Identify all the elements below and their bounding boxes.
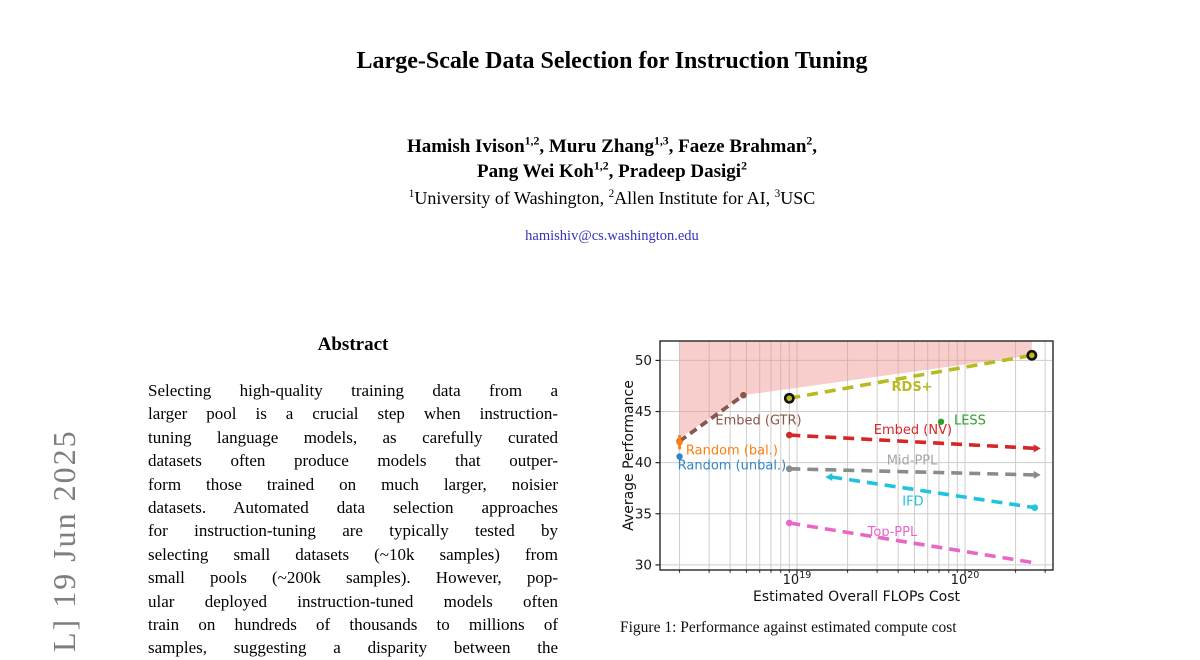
affiliations: 1University of Washington, 2Allen Instit…	[24, 188, 1200, 209]
superscript: 2	[806, 134, 813, 148]
text-segment: Hamish Ivison	[406, 136, 525, 157]
series-label: Random (unbal.)	[678, 459, 787, 474]
y-tick-label: 40	[635, 455, 652, 471]
abstract-line: for instruction-tuning are typically tes…	[148, 521, 558, 541]
figure-1-chart: Embed (GTR) RDS+ Embed (NV) Mid-PPL IFD Top-P…	[621, 340, 1054, 605]
chart-point-random-unbal-: Random (unbal.)	[676, 453, 787, 474]
y-tick-label: 35	[635, 506, 652, 522]
chart-series-mid-ppl: Mid-PPL	[785, 454, 1041, 479]
abstract-text: Selecting high-quality training data fro…	[148, 379, 558, 660]
abstract-heading: Abstract	[317, 334, 389, 355]
text-segment: University of Washington,	[414, 188, 609, 208]
abstract-line: datasets often produce models that outpe…	[148, 451, 558, 471]
abstract-line: selecting small datasets (~10k samples) …	[148, 544, 558, 564]
arxiv-watermark: L] 19 Jun 2025	[46, 429, 82, 652]
superscript: 1,2	[524, 134, 540, 148]
superscript: 2	[608, 188, 615, 200]
abstract-line: train on hundreds of thousands to millio…	[148, 615, 558, 635]
text-segment: ,	[812, 136, 818, 157]
chart-series-top-ppl: Top-PPL	[785, 519, 1036, 565]
abstract-line: small pools (~200k samples). However, po…	[148, 568, 558, 588]
superscript: 3	[774, 188, 781, 200]
chart-series-embed-nv-: Embed (NV)	[785, 423, 1041, 453]
series-label: Embed (NV)	[874, 423, 952, 438]
text-segment: USC	[780, 188, 816, 208]
x-tick-label: 1019	[783, 570, 812, 588]
chart-point-random-bal-: Random (bal.)	[676, 435, 778, 458]
series-label: Mid-PPL	[887, 454, 938, 469]
abstract-line: Selecting high-quality training data fro…	[148, 381, 558, 400]
abstract-line: ular deployed instruction-tuned models o…	[148, 591, 558, 611]
series-label: LESS	[954, 414, 986, 429]
text-segment: , Faeze Brahman	[668, 136, 807, 157]
chart-point-less: LESS	[937, 414, 986, 429]
abstract-line: larger pool is a crucial step when instr…	[148, 404, 558, 424]
y-tick-label: 30	[635, 557, 652, 573]
superscript: 2	[741, 159, 747, 173]
paper-title: Large-Scale Data Selection for Instructi…	[356, 48, 868, 74]
superscript: 1,2	[593, 159, 609, 173]
series-label: Top-PPL	[867, 525, 918, 540]
chart-series-rds-: RDS+	[783, 349, 1038, 404]
author-line-1: Hamish Ivison1,2, Muru Zhang1,3, Faeze B…	[24, 134, 1200, 158]
text-segment: , Pradeep Dasigi	[608, 161, 742, 182]
email-link[interactable]: hamishiv@cs.washington.edu	[525, 228, 699, 244]
y-axis-label: Average Performance	[621, 380, 637, 531]
abstract-line: samples, suggesting a disparity between …	[148, 638, 558, 658]
abstract-line: form those trained on much larger, noisi…	[148, 474, 558, 494]
chart-series-ifd: IFD	[825, 472, 1039, 511]
series-label: Embed (GTR)	[715, 414, 801, 429]
series-label: Random (bal.)	[686, 443, 778, 458]
text-segment: , Muru Zhang	[539, 136, 654, 157]
x-axis-label: Estimated Overall FLOPs Cost	[753, 589, 961, 605]
abstract-line: tuning language models, as carefully cur…	[148, 427, 558, 447]
author-line-2: Pang Wei Koh1,2, Pradeep Dasigi2	[24, 159, 1200, 183]
series-label: IFD	[902, 495, 923, 510]
superscript: 1,3	[653, 134, 669, 148]
figure-1-caption: Figure 1: Performance against estimated …	[620, 619, 957, 636]
text-segment: Pang Wei Koh	[477, 161, 594, 182]
y-tick-label: 45	[635, 404, 652, 420]
superscript: 1	[408, 188, 415, 200]
text-segment: Allen Institute for AI,	[614, 188, 775, 208]
x-tick-label: 1020	[951, 570, 980, 588]
chart-region	[679, 341, 1032, 439]
figure-1: Embed (GTR) RDS+ Embed (NV) Mid-PPL IFD Top-P…	[620, 330, 1180, 620]
y-tick-label: 50	[635, 353, 652, 369]
abstract-line: datasets. Automated data selection appro…	[148, 498, 558, 518]
series-label: RDS+	[892, 380, 933, 395]
